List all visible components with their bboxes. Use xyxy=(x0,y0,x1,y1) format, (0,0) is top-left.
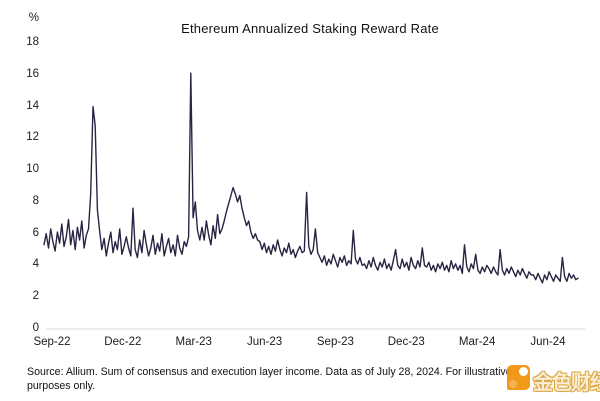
jinse-finance-logo-icon xyxy=(507,365,530,390)
chart-title: Ethereum Annualized Staking Reward Rate xyxy=(181,21,439,36)
x-tick-label: Dec-22 xyxy=(104,336,142,348)
y-tick-label: 6 xyxy=(32,226,39,239)
y-tick-label: 10 xyxy=(26,163,39,176)
staking-reward-rate-line xyxy=(43,72,579,284)
y-tick-label: 14 xyxy=(26,99,39,112)
watermark-text: 金色财经 xyxy=(533,372,600,394)
y-tick-label: 12 xyxy=(26,131,39,144)
y-tick-label: 18 xyxy=(26,35,39,48)
logo-notch-icon xyxy=(509,380,517,388)
x-tick-label: Sep-22 xyxy=(33,336,71,348)
x-tick-label: Sep-23 xyxy=(316,336,354,348)
x-tick-label: Dec-23 xyxy=(387,336,425,348)
y-axis-unit-label: % xyxy=(28,12,39,24)
y-tick-label: 0 xyxy=(32,322,39,334)
x-tick-label: Jun-23 xyxy=(246,336,283,348)
y-tick-label: 16 xyxy=(26,67,39,80)
x-tick-label: Mar-24 xyxy=(458,336,496,348)
source-note: Source: Allium. Sum of consensus and exe… xyxy=(27,366,512,392)
x-tick-label: Mar-23 xyxy=(175,336,212,348)
y-tick-label: 2 xyxy=(32,290,39,303)
x-tick-label: Jun-24 xyxy=(530,336,566,348)
y-tick-label: 8 xyxy=(32,194,39,207)
y-axis-tick-labels: 18 16 14 12 10 8 6 4 2 0 xyxy=(14,0,39,401)
watermark: 金色财经 xyxy=(505,362,600,398)
y-tick-label: 4 xyxy=(32,258,39,271)
logo-dot-icon xyxy=(519,367,528,376)
